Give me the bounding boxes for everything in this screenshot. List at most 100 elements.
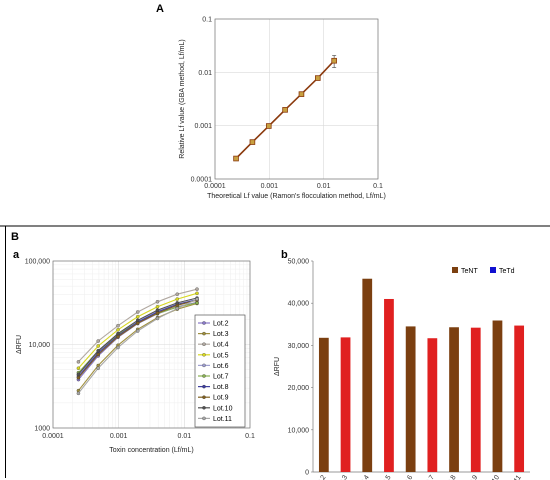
data-point xyxy=(96,352,100,357)
x-tick-label: 0.01 xyxy=(317,183,331,190)
x-tick-label: Lot.10 xyxy=(484,474,501,480)
chart-b-b: 0 10,000 20,000 30,000 40,000 50,000 ΔRFU Lot.2… xyxy=(274,259,530,480)
y-tick-label: 1000 xyxy=(34,426,50,433)
x-tick-label: 0.0001 xyxy=(42,433,64,440)
legend-label: Lot.4 xyxy=(213,342,229,349)
data-point xyxy=(331,57,337,64)
data-point xyxy=(155,305,160,309)
data-point xyxy=(135,329,140,333)
bar xyxy=(384,298,394,472)
bar xyxy=(492,320,503,472)
x-tick-label: Lot.3 xyxy=(335,474,350,480)
bar xyxy=(340,337,351,472)
data-point xyxy=(135,314,140,319)
bar xyxy=(514,325,525,472)
y-tick-label: 10,000 xyxy=(288,427,310,434)
bar xyxy=(449,327,459,472)
data-point xyxy=(96,339,100,343)
legend-marker xyxy=(202,331,206,336)
data-point xyxy=(195,287,199,291)
legend-label: Lot.10 xyxy=(213,405,233,412)
legend-marker xyxy=(202,321,206,325)
y-tick-label: 0.01 xyxy=(198,70,212,77)
legend-swatch xyxy=(490,267,496,273)
x-tick-label: Lot.5 xyxy=(378,474,393,480)
legend-marker xyxy=(202,384,206,389)
data-point xyxy=(155,308,160,312)
x-tick-label: Lot.11 xyxy=(506,474,523,480)
plot-frame xyxy=(214,18,379,180)
x-tick-label: Lot.2 xyxy=(313,474,328,480)
data-point xyxy=(315,75,321,81)
data-point xyxy=(96,366,100,370)
x-tick-label: 0.0001 xyxy=(204,183,226,190)
data-point xyxy=(96,349,100,353)
y-tick-label: 10,000 xyxy=(29,342,51,349)
plot-frame xyxy=(52,260,251,429)
data-point xyxy=(135,321,140,325)
y-tick-label: 0.001 xyxy=(194,123,212,130)
x-tick-label: Lot.6 xyxy=(400,474,415,480)
legend-label: Lot.8 xyxy=(213,384,229,391)
legend-label: Lot.11 xyxy=(213,416,232,423)
legend-label: Lot.5 xyxy=(213,352,229,359)
legend-label: Lot.9 xyxy=(213,395,229,402)
data-point xyxy=(76,372,81,377)
legend-label: Lot.2 xyxy=(213,321,229,328)
panel-a-label: A xyxy=(156,3,164,15)
x-tick-label: 0.001 xyxy=(261,183,279,190)
y-tick-label: 30,000 xyxy=(288,343,310,350)
x-tick-label: Lot.7 xyxy=(421,474,436,480)
data-point xyxy=(265,123,272,129)
x-tick-label: Lot.8 xyxy=(443,474,458,480)
data-point xyxy=(116,328,120,332)
data-point xyxy=(76,360,81,364)
panel-b-label: B xyxy=(11,231,19,243)
data-point xyxy=(76,366,81,370)
legend-label: TeNT xyxy=(461,268,478,275)
legend-marker xyxy=(202,395,206,399)
data-point xyxy=(135,318,140,323)
legend-marker xyxy=(202,416,206,421)
x-axis-label: Toxin concentration (Lf/mL) xyxy=(109,447,193,454)
legend-label: Lot.3 xyxy=(213,331,229,338)
data-point xyxy=(195,297,199,301)
data-point xyxy=(155,311,160,315)
legend-swatch xyxy=(452,267,458,273)
legend-marker xyxy=(202,342,206,346)
subpanel-b-label: b xyxy=(281,249,288,261)
x-tick-label: Lot.4 xyxy=(356,474,371,480)
y-tick-label: 20,000 xyxy=(288,385,310,392)
data-point xyxy=(233,155,239,162)
data-point xyxy=(76,375,81,380)
data-point xyxy=(76,391,81,396)
series-line-3 xyxy=(78,288,198,363)
data-point xyxy=(96,344,100,348)
x-tick-label: 0.001 xyxy=(110,433,128,440)
data-point xyxy=(175,292,179,296)
data-point xyxy=(282,107,288,113)
subpanel-a-label: a xyxy=(13,249,20,261)
data-point xyxy=(175,306,179,311)
y-tick-label: 0.0001 xyxy=(191,177,213,184)
bar xyxy=(470,327,481,472)
data-point xyxy=(249,139,256,145)
y-tick-label: 40,000 xyxy=(288,301,310,308)
legend-marker xyxy=(202,374,206,378)
bar xyxy=(405,326,416,472)
y-tick-label: 0.1 xyxy=(202,17,212,24)
bar xyxy=(362,278,373,472)
data-point xyxy=(135,310,140,314)
legend-label: Lot.6 xyxy=(213,363,229,370)
bar xyxy=(318,337,329,472)
chart-b-a: 0.0001 0.001 0.01 0.1 1000 10,000 100,000 Toxin… xyxy=(16,259,255,455)
chart-a: 0.0001 0.001 0.01 0.1 0.0001 0.001 0.01 0.1 Theo… xyxy=(179,17,386,201)
x-tick-label: 0.1 xyxy=(373,183,383,190)
legend-label: Lot.7 xyxy=(213,374,229,381)
data-point xyxy=(175,301,179,305)
legend-marker xyxy=(202,406,206,410)
y-tick-label: 100,000 xyxy=(25,259,50,266)
bar xyxy=(427,338,438,472)
data-point xyxy=(195,291,199,296)
